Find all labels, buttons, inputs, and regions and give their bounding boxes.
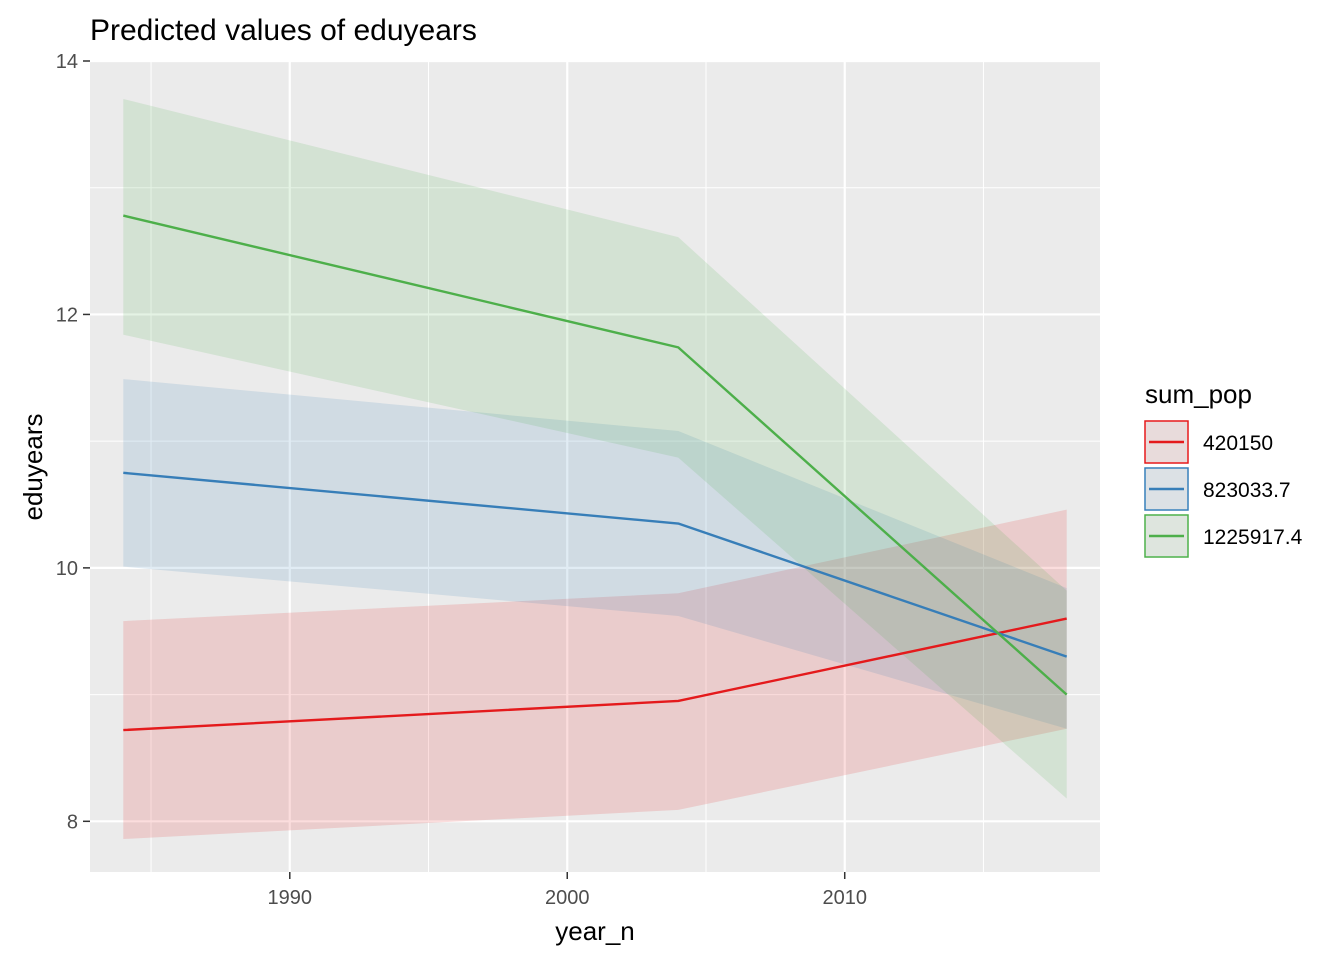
y-tick-label: 12 bbox=[56, 304, 78, 326]
series-lines bbox=[123, 214, 1068, 732]
plot-panel bbox=[90, 61, 1100, 872]
x-tick-label: 2010 bbox=[822, 887, 867, 909]
line-series-3 bbox=[123, 214, 1068, 696]
legend-label-1: 420150 bbox=[1203, 432, 1273, 455]
ribbon-series-1 bbox=[123, 509, 1067, 840]
line-series-2 bbox=[123, 471, 1068, 658]
x-tick-label: 1990 bbox=[268, 887, 313, 909]
y-tick-label: 14 bbox=[56, 51, 78, 73]
legend-label-3: 1225917.4 bbox=[1203, 526, 1303, 549]
legend: sum_pop 420150 823033.7 1225917.4 bbox=[1144, 379, 1303, 558]
grid-minor bbox=[90, 61, 1100, 872]
ribbon-series-2 bbox=[123, 379, 1067, 729]
chart-title: Predicted values of eduyears bbox=[90, 14, 477, 47]
legend-label-2: 823033.7 bbox=[1203, 479, 1291, 502]
y-tick-label: 8 bbox=[67, 811, 78, 833]
confidence-ribbons bbox=[123, 99, 1067, 840]
x-axis: 1990 2000 2010 bbox=[268, 872, 867, 909]
x-axis-title: year_n bbox=[555, 916, 635, 946]
grid-major bbox=[90, 59, 1100, 872]
legend-title: sum_pop bbox=[1145, 379, 1252, 409]
ribbon-series-3 bbox=[123, 99, 1067, 799]
y-axis: 8 10 12 14 bbox=[56, 51, 90, 833]
y-tick-label: 10 bbox=[56, 558, 78, 580]
y-axis-title: eduyears bbox=[18, 414, 48, 521]
x-tick-label: 2000 bbox=[545, 887, 590, 909]
line-series-1 bbox=[123, 617, 1067, 732]
